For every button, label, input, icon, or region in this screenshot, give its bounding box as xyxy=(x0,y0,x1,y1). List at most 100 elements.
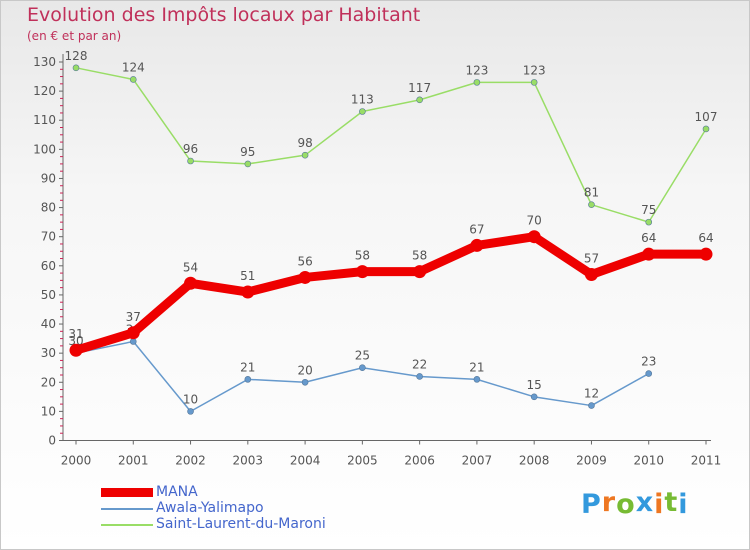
data-label-awala-yalimapo: 12 xyxy=(584,387,599,401)
data-label-mana: 64 xyxy=(641,231,656,245)
data-label-saint-laurent-du-maroni: 96 xyxy=(183,142,198,156)
x-tick-label: 2003 xyxy=(233,454,264,468)
chart-subtitle: (en € et par an) xyxy=(27,29,122,43)
data-point-mana xyxy=(126,326,140,340)
x-tick-label: 2006 xyxy=(404,454,435,468)
logo-letter: i xyxy=(678,489,689,520)
data-label-mana: 54 xyxy=(183,260,198,274)
data-label-awala-yalimapo: 21 xyxy=(469,360,484,374)
logo-letter: r xyxy=(601,487,617,518)
data-label-saint-laurent-du-maroni: 95 xyxy=(240,145,255,159)
data-label-mana: 58 xyxy=(412,249,427,263)
data-point-mana xyxy=(184,276,198,290)
data-point-saint-laurent-du-maroni xyxy=(359,108,366,115)
proxiti-logo: Proxiti xyxy=(581,487,689,520)
y-tick-label: 40 xyxy=(41,317,56,331)
data-label-awala-yalimapo: 21 xyxy=(240,360,255,374)
logo-letter: x xyxy=(635,487,655,518)
data-point-saint-laurent-du-maroni xyxy=(416,96,423,104)
y-tick-label: 50 xyxy=(41,288,56,302)
x-tick-label: 2001 xyxy=(118,454,149,468)
legend-swatch-mana xyxy=(101,488,153,497)
data-point-saint-laurent-du-maroni xyxy=(72,64,80,72)
data-label-mana: 31 xyxy=(68,327,83,341)
data-point-saint-laurent-du-maroni xyxy=(530,79,538,86)
y-tick-label: 70 xyxy=(41,230,56,244)
data-label-saint-laurent-du-maroni: 75 xyxy=(641,203,656,217)
data-label-mana: 51 xyxy=(240,269,255,283)
data-point-awala-yalimapo xyxy=(129,338,137,345)
y-tick-label: 130 xyxy=(33,55,56,69)
data-point-saint-laurent-du-maroni xyxy=(588,201,595,208)
data-label-saint-laurent-du-maroni: 123 xyxy=(465,63,488,77)
data-label-saint-laurent-du-maroni: 107 xyxy=(695,110,718,124)
y-tick-label: 110 xyxy=(33,113,56,127)
data-label-saint-laurent-du-maroni: 124 xyxy=(122,60,145,74)
data-label-mana: 67 xyxy=(469,222,484,236)
data-point-saint-laurent-du-maroni xyxy=(244,160,252,168)
x-tick-label: 2010 xyxy=(633,454,664,468)
series-line-mana xyxy=(71,232,711,355)
y-tick-label: 80 xyxy=(41,201,56,215)
data-point-awala-yalimapo xyxy=(473,376,481,383)
data-point-awala-yalimapo xyxy=(244,376,252,383)
logo-letter: t xyxy=(664,487,679,518)
data-point-awala-yalimapo xyxy=(588,402,595,409)
x-tick-label: 2011 xyxy=(691,454,722,468)
x-tick-label: 2005 xyxy=(347,454,378,468)
data-label-awala-yalimapo: 20 xyxy=(297,363,312,377)
data-label-mana: 58 xyxy=(355,249,370,263)
data-point-mana xyxy=(699,247,713,261)
y-tick-label: 100 xyxy=(33,142,56,156)
legend-label-saint-laurent-du-maroni: Saint-Laurent-du-Maroni xyxy=(156,516,326,532)
data-point-mana xyxy=(413,265,427,279)
y-tick-label: 90 xyxy=(41,171,56,185)
y-tick-label: 10 xyxy=(41,404,56,418)
data-point-mana xyxy=(355,265,369,279)
y-tick-label: 120 xyxy=(33,84,56,98)
data-label-saint-laurent-du-maroni: 113 xyxy=(351,92,374,106)
legend-swatch-saint-laurent-du-maroni xyxy=(101,524,153,526)
legend-swatch-awala-yalimapo xyxy=(101,508,153,510)
x-tick-label: 2000 xyxy=(61,454,92,468)
chart-title: Evolution des Impôts locaux par Habitant xyxy=(27,4,421,26)
data-label-saint-laurent-du-maroni: 81 xyxy=(584,186,599,200)
data-point-awala-yalimapo xyxy=(359,364,366,372)
data-label-saint-laurent-du-maroni: 98 xyxy=(297,136,312,150)
logo-letter: o xyxy=(616,489,636,520)
x-tick-label: 2002 xyxy=(175,454,206,468)
data-label-mana: 64 xyxy=(698,231,713,245)
data-point-mana xyxy=(241,285,255,299)
y-tick-label: 20 xyxy=(41,375,56,389)
x-tick-label: 2004 xyxy=(290,454,321,468)
data-point-saint-laurent-du-maroni xyxy=(702,125,710,133)
legend-label-awala-yalimapo: Awala-Yalimapo xyxy=(156,500,264,516)
data-point-awala-yalimapo xyxy=(416,373,423,380)
series-line-saint-laurent-du-maroni xyxy=(75,67,707,223)
data-label-saint-laurent-du-maroni: 117 xyxy=(408,81,431,95)
data-label-awala-yalimapo: 10 xyxy=(183,392,198,406)
legend-label-mana: MANA xyxy=(156,484,198,500)
data-point-awala-yalimapo xyxy=(301,378,309,386)
data-point-saint-laurent-du-maroni xyxy=(301,151,309,159)
data-point-mana xyxy=(470,238,484,252)
data-point-awala-yalimapo xyxy=(645,370,653,377)
data-label-saint-laurent-du-maroni: 128 xyxy=(65,49,88,63)
data-point-mana xyxy=(584,268,598,282)
data-label-mana: 70 xyxy=(527,214,542,228)
data-point-saint-laurent-du-maroni xyxy=(473,79,481,86)
y-tick-label: 30 xyxy=(41,346,56,360)
data-label-awala-yalimapo: 22 xyxy=(412,357,427,371)
data-point-saint-laurent-du-maroni xyxy=(129,76,137,83)
data-label-mana: 57 xyxy=(584,252,599,266)
logo-letter: i xyxy=(654,489,665,520)
x-tick-label: 2008 xyxy=(519,454,550,468)
data-point-awala-yalimapo xyxy=(187,408,194,415)
y-tick-label: 60 xyxy=(41,259,56,273)
data-label-mana: 37 xyxy=(126,310,141,324)
data-point-mana xyxy=(298,270,312,284)
x-tick-label: 2007 xyxy=(462,454,493,468)
data-label-awala-yalimapo: 15 xyxy=(527,378,542,392)
